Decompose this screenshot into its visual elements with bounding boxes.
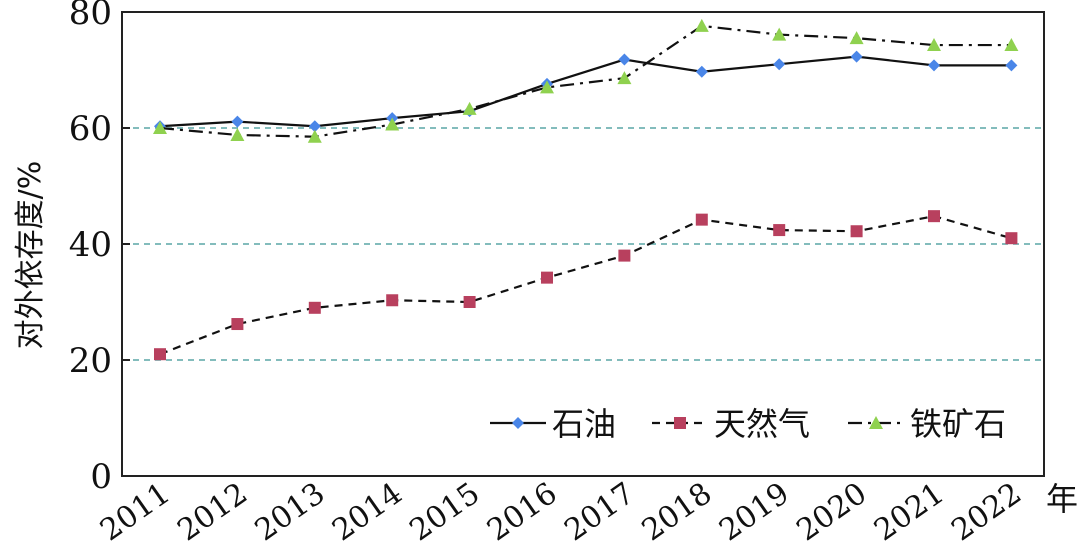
data-point <box>618 249 631 262</box>
x-tick-label: 2015 <box>404 476 487 548</box>
series-line <box>159 215 1012 356</box>
legend: 石油 天然气 铁矿石 <box>490 405 1006 443</box>
data-point <box>308 301 321 314</box>
legend-label: 铁矿石 <box>910 405 1006 443</box>
series-group <box>153 18 1019 361</box>
data-point <box>850 225 863 238</box>
series-line <box>159 55 1012 128</box>
y-tick-label: 0 <box>90 457 112 497</box>
x-tick-label: 2014 <box>326 476 409 548</box>
y-tick-label: 20 <box>69 341 112 381</box>
x-tick-label: 2020 <box>791 476 874 548</box>
data-point <box>617 71 632 85</box>
data-point <box>773 224 786 237</box>
data-point <box>850 50 863 63</box>
data-point <box>308 120 321 133</box>
x-axis-label: 年 <box>1046 480 1078 518</box>
data-point <box>231 115 244 128</box>
data-point <box>307 129 322 143</box>
data-point <box>462 101 477 115</box>
data-point <box>541 271 553 284</box>
data-point <box>153 121 167 134</box>
data-point <box>230 127 245 141</box>
legend-label: 石油 <box>552 405 616 443</box>
legend-item: 石油 <box>490 405 616 443</box>
data-point <box>618 53 631 66</box>
legend-marker <box>512 417 524 429</box>
y-tick-label: 60 <box>69 109 112 149</box>
y-axis-label: 对外依存度/% <box>13 161 48 350</box>
y-tick-label: 40 <box>69 225 112 265</box>
data-point <box>1005 232 1018 245</box>
data-point <box>928 59 940 72</box>
data-point <box>386 294 399 307</box>
data-point <box>928 210 940 223</box>
x-tick-label: 2013 <box>249 476 332 548</box>
data-point <box>154 348 166 361</box>
x-tick-label: 2019 <box>713 476 796 548</box>
data-point <box>385 117 400 131</box>
data-point <box>1005 59 1018 72</box>
legend-item: 铁矿石 <box>848 405 1006 443</box>
x-tick-label: 2021 <box>868 476 951 548</box>
legend-item: 天然气 <box>652 405 810 443</box>
data-point <box>695 213 708 226</box>
x-tick-label: 2012 <box>171 476 254 548</box>
data-point <box>540 80 554 94</box>
series-line <box>159 24 1012 138</box>
y-axis-ticks: 0 20 40 60 80 <box>69 0 130 497</box>
y-tick-label: 80 <box>69 0 112 33</box>
data-point <box>231 318 244 331</box>
x-axis-ticks: 2011201220132014201520162017201820192020… <box>94 476 1028 548</box>
x-tick-label: 2017 <box>558 476 641 548</box>
data-point <box>849 31 864 45</box>
data-point <box>927 38 941 52</box>
legend-label: 天然气 <box>714 405 810 443</box>
legend-marker <box>674 417 686 429</box>
data-point <box>463 296 476 308</box>
x-tick-label: 2018 <box>636 476 719 548</box>
data-point <box>694 18 709 32</box>
x-tick-label: 2016 <box>481 476 564 548</box>
grid-lines <box>122 127 1044 361</box>
legend-marker <box>869 416 883 429</box>
x-tick-label: 2022 <box>945 476 1028 548</box>
data-point <box>773 58 786 71</box>
series-铁矿石 <box>153 18 1019 143</box>
series-石油 <box>154 50 1018 133</box>
series-天然气 <box>154 210 1018 361</box>
data-point <box>695 65 708 78</box>
data-point <box>1004 38 1019 52</box>
data-point <box>772 27 787 41</box>
